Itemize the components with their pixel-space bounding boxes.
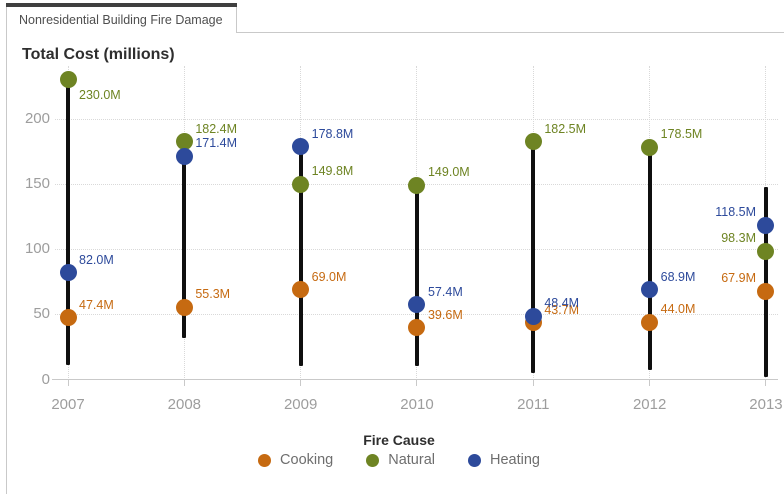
x-axis-tick: [67, 379, 69, 386]
x-axis-tick-label: 2012: [632, 396, 667, 413]
point-label-cooking-2007: 47.4M: [79, 297, 114, 312]
point-natural-2011[interactable]: [524, 133, 542, 151]
point-natural-2009[interactable]: [292, 175, 310, 193]
x-axis-tick-label: 2009: [283, 396, 318, 413]
legend-item-label: Cooking: [280, 452, 334, 468]
point-label-cooking-2011: 43.7M: [544, 302, 580, 317]
point-label-natural-2008: 182.4M: [195, 121, 238, 136]
needle-2009[interactable]: [298, 146, 303, 367]
tab-label: Nonresidential Building Fire Damage: [19, 13, 223, 27]
point-natural-2013[interactable]: [757, 242, 775, 260]
point-heating-2012[interactable]: [641, 281, 659, 299]
point-label-natural-2010: 149.0M: [427, 165, 470, 180]
legend-dot-icon: [467, 453, 481, 467]
tab-nonresidential-building-fire-damage[interactable]: Nonresidential Building Fire Damage: [6, 3, 237, 33]
x-axis-tick: [300, 379, 302, 386]
point-natural-2007[interactable]: [59, 71, 77, 89]
point-cooking-2007[interactable]: [59, 309, 77, 327]
legend-title: Fire Cause: [363, 432, 435, 448]
point-heating-2011[interactable]: [524, 307, 542, 325]
chart-title: Total Cost (millions): [22, 46, 175, 63]
point-label-cooking-2009: 69.0M: [311, 269, 347, 284]
legend-item-label: Natural: [388, 452, 435, 468]
x-axis-tick-label: 2011: [517, 396, 550, 413]
x-axis-tick: [649, 379, 651, 386]
y-axis-tick-label: 200: [24, 110, 50, 127]
panel-left-border: [6, 3, 7, 494]
x-axis-tick-label: 2013: [749, 396, 783, 413]
needle-2007[interactable]: [66, 79, 70, 366]
point-cooking-2010[interactable]: [408, 319, 426, 337]
point-heating-2010[interactable]: [408, 296, 426, 314]
point-heating-2007[interactable]: [59, 264, 77, 282]
needle-2011[interactable]: [531, 141, 536, 373]
needle-2012[interactable]: [647, 147, 652, 371]
point-label-natural-2007: 230.0M: [79, 87, 121, 102]
legend-item-natural[interactable]: Natural: [366, 452, 435, 468]
x-axis-tick-label: 2007: [51, 396, 85, 413]
point-label-natural-2012: 178.5M: [660, 127, 703, 141]
point-natural-2008[interactable]: [175, 133, 193, 151]
point-cooking-2013[interactable]: [757, 282, 775, 300]
point-label-heating-2009: 178.8M: [311, 126, 354, 141]
legend-item-cooking[interactable]: Cooking: [258, 452, 333, 468]
point-label-heating-2012: 68.9M: [660, 269, 696, 284]
needle-2008[interactable]: [182, 141, 187, 338]
point-label-heating-2008: 171.4M: [195, 136, 238, 151]
legend-dot-icon: [366, 453, 380, 467]
point-label-heating-2011: 48.4M: [544, 296, 580, 311]
x-axis-tick: [765, 379, 767, 386]
point-cooking-2012[interactable]: [641, 313, 659, 331]
x-axis-tick: [532, 379, 534, 386]
point-label-heating-2010: 57.4M: [427, 284, 463, 299]
needle-2010[interactable]: [414, 185, 419, 367]
point-label-cooking-2013: 67.9M: [721, 271, 756, 286]
y-axis-tick-label: 150: [24, 175, 50, 193]
tab-strip-divider: [237, 32, 784, 33]
point-label-cooking-2012: 44.0M: [660, 302, 696, 317]
point-cooking-2008[interactable]: [175, 298, 193, 316]
point-heating-2013[interactable]: [757, 216, 775, 234]
y-axis-tick-label: 100: [24, 240, 50, 258]
x-axis-tick: [416, 379, 418, 386]
legend-item-heating[interactable]: Heating: [467, 452, 540, 468]
point-heating-2009[interactable]: [292, 138, 310, 156]
point-label-heating-2007: 82.0M: [79, 252, 114, 267]
legend-dot-icon: [258, 453, 272, 467]
point-label-natural-2009: 149.8M: [311, 164, 354, 179]
point-label-natural-2011: 182.5M: [544, 121, 587, 136]
x-axis-line: [52, 379, 778, 380]
y-axis-tick-label: 0: [41, 370, 50, 388]
legend: Cooking Natural Heating: [0, 452, 784, 468]
x-axis-tick-label: 2010: [400, 396, 434, 413]
needle-2013[interactable]: [763, 186, 768, 377]
point-label-cooking-2008: 55.3M: [195, 287, 231, 302]
legend-item-label: Heating: [489, 452, 540, 468]
point-label-cooking-2010: 39.6M: [427, 307, 463, 322]
point-natural-2010[interactable]: [408, 176, 426, 194]
point-natural-2012[interactable]: [641, 138, 659, 156]
x-axis-tick-label: 2008: [167, 396, 202, 413]
x-axis-tick: [183, 379, 185, 386]
point-label-heating-2013: 118.5M: [715, 205, 756, 220]
y-axis-tick-label: 50: [33, 305, 50, 323]
active-tab-accent-bar: [6, 3, 237, 7]
point-cooking-2009[interactable]: [292, 281, 310, 299]
point-label-natural-2013: 98.3M: [721, 231, 756, 246]
point-heating-2008[interactable]: [175, 147, 193, 165]
